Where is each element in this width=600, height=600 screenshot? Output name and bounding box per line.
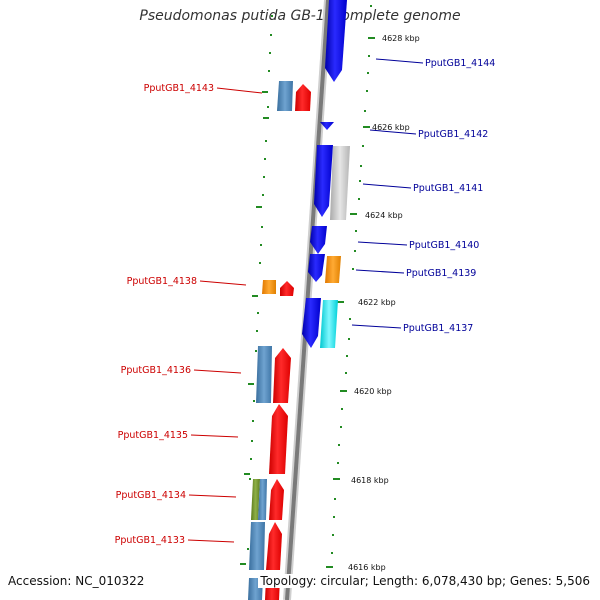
gene-4144[interactable] bbox=[325, 0, 347, 82]
gene-label-right[interactable]: PputGB1_4144 bbox=[425, 58, 495, 69]
gene-label-right[interactable]: PputGB1_4141 bbox=[413, 183, 483, 194]
tick-label: 4626 kbp bbox=[372, 123, 410, 132]
reverse-strand-genes bbox=[302, 0, 350, 348]
left-leader-lines bbox=[187, 87, 263, 543]
gene-label-right[interactable]: PputGB1_4137 bbox=[403, 323, 473, 334]
gene-4138[interactable] bbox=[280, 281, 294, 296]
tick-label: 4616 kbp bbox=[348, 563, 386, 572]
gene-4136-steel[interactable] bbox=[256, 346, 272, 403]
gene-label-left[interactable]: PputGB1_4138 bbox=[127, 276, 197, 287]
tick-label: 4620 kbp bbox=[354, 387, 392, 396]
gene-label-left[interactable]: PputGB1_4135 bbox=[118, 430, 188, 441]
gene-4136[interactable] bbox=[273, 348, 291, 403]
gene-4135[interactable] bbox=[269, 404, 288, 474]
gene-4138-orange[interactable] bbox=[262, 280, 276, 294]
gene-label-left[interactable]: PputGB1_4134 bbox=[116, 490, 186, 501]
map-title: Pseudomonas putida GB-1, complete genome bbox=[139, 8, 461, 24]
gene-4140[interactable] bbox=[310, 226, 327, 254]
gene-4134[interactable] bbox=[269, 479, 284, 520]
gene-label-right[interactable]: PputGB1_4142 bbox=[418, 129, 488, 140]
accession-label: Accession: NC_010322 bbox=[8, 574, 145, 588]
tick-label: 4618 kbp bbox=[351, 476, 389, 485]
outer-tick-marks bbox=[326, 37, 375, 568]
gene-4133[interactable] bbox=[266, 522, 282, 570]
gene-label-left[interactable]: PputGB1_4133 bbox=[115, 535, 185, 546]
tick-label: 4628 kbp bbox=[382, 34, 420, 43]
gene-label-right[interactable]: PputGB1_4139 bbox=[406, 268, 476, 279]
forward-strand-genes bbox=[248, 81, 311, 600]
gene-4133-steel[interactable] bbox=[249, 522, 265, 570]
gene-4139-blue[interactable] bbox=[308, 254, 325, 282]
gene-label-right[interactable]: PputGB1_4140 bbox=[409, 240, 479, 251]
inner-dashes bbox=[240, 91, 269, 565]
gene-4134-olive[interactable] bbox=[251, 479, 260, 520]
tick-label: 4624 kbp bbox=[365, 211, 403, 220]
outer-dotted-ring bbox=[331, 5, 372, 554]
gene-label-left[interactable]: PputGB1_4136 bbox=[121, 365, 191, 376]
gene-4142[interactable] bbox=[320, 122, 334, 130]
right-leader-lines bbox=[351, 58, 424, 329]
gene-4143-steel[interactable] bbox=[277, 81, 293, 111]
gene-4137[interactable] bbox=[302, 298, 321, 348]
inner-dotted-ring bbox=[247, 15, 273, 550]
genome-stats-label: Topology: circular; Length: 6,078,430 bp… bbox=[258, 574, 590, 588]
gene-4139[interactable] bbox=[325, 256, 341, 283]
gene-4134-steel[interactable] bbox=[258, 479, 267, 520]
gene-4143[interactable] bbox=[295, 84, 311, 111]
tick-label: 4622 kbp bbox=[358, 298, 396, 307]
gene-label-left[interactable]: PputGB1_4143 bbox=[144, 83, 214, 94]
gene-4141[interactable] bbox=[314, 145, 333, 217]
gene-4137-partner[interactable] bbox=[320, 300, 338, 348]
gene-4141-partner[interactable] bbox=[330, 146, 350, 220]
